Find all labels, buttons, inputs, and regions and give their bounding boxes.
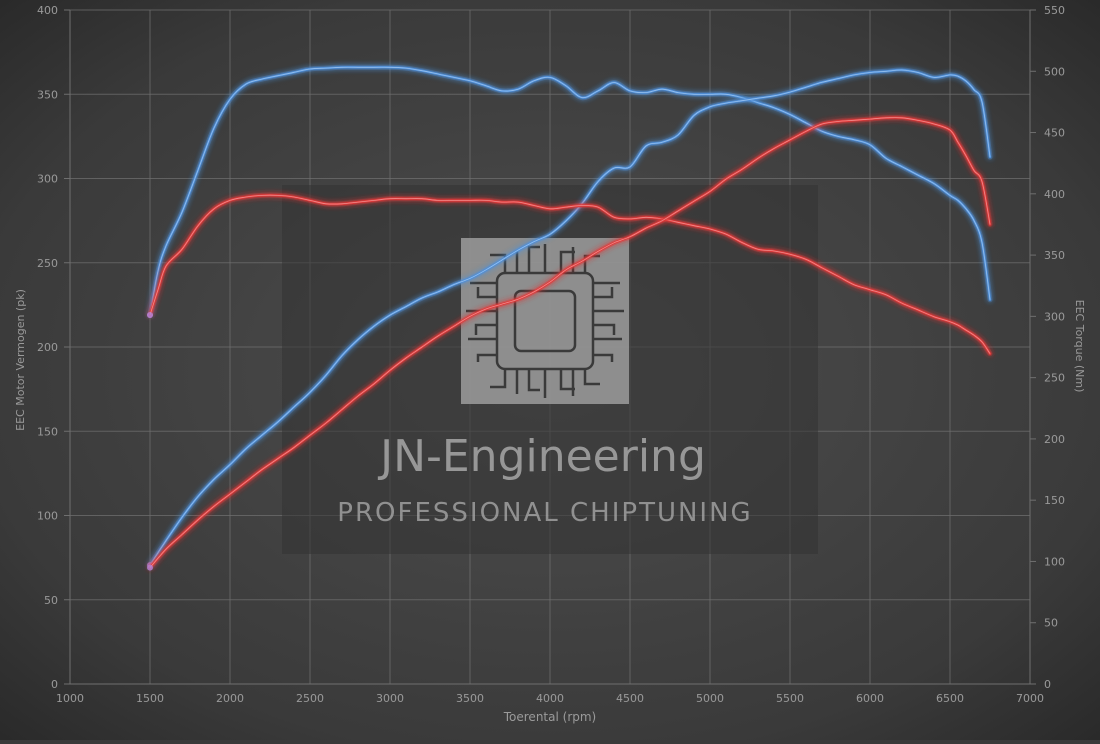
y-right-tick-label: 100 bbox=[1044, 555, 1065, 568]
y-left-tick-label: 200 bbox=[37, 341, 58, 354]
x-tick-label: 6000 bbox=[856, 692, 884, 705]
watermark-subtitle: PROFESSIONAL CHIPTUNING bbox=[337, 498, 752, 528]
y-left-tick-label: 350 bbox=[37, 88, 58, 101]
series-group bbox=[147, 64, 993, 571]
y-right-tick-label: 450 bbox=[1044, 127, 1065, 140]
x-tick-label: 7000 bbox=[1016, 692, 1044, 705]
y-axis-right-label: EEC Torque (Nm) bbox=[1073, 300, 1086, 393]
y-left-tick-label: 300 bbox=[37, 173, 58, 186]
y-right-tick-label: 200 bbox=[1044, 433, 1065, 446]
y-left-tick-label: 400 bbox=[37, 4, 58, 17]
x-tick-label: 1000 bbox=[56, 692, 84, 705]
y-axis-left-label: EEC Motor Vermogen (pk) bbox=[14, 289, 27, 431]
x-tick-label: 2000 bbox=[216, 692, 244, 705]
y-right-tick-label: 500 bbox=[1044, 65, 1065, 78]
y-left-tick-label: 250 bbox=[37, 257, 58, 270]
x-tick-label: 6500 bbox=[936, 692, 964, 705]
x-tick-label: 5500 bbox=[776, 692, 804, 705]
y-left-tick-label: 150 bbox=[37, 425, 58, 438]
y-right-tick-label: 150 bbox=[1044, 494, 1065, 507]
series-line-highlight-2 bbox=[149, 69, 991, 566]
y-left-tick-label: 100 bbox=[37, 510, 58, 523]
y-right-tick-label: 350 bbox=[1044, 249, 1065, 262]
x-tick-label: 2500 bbox=[296, 692, 324, 705]
x-tick-label: 1500 bbox=[136, 692, 164, 705]
tick-labels: 1000 1500 2000 2500 3000 3500 4000 4500 5000 5500… bbox=[37, 4, 1065, 705]
y-right-tick-label: 50 bbox=[1044, 617, 1058, 630]
x-tick-label: 4000 bbox=[536, 692, 564, 705]
y-right-tick-label: 0 bbox=[1044, 678, 1051, 691]
y-left-tick-label: 50 bbox=[44, 594, 58, 607]
series-start-point-3 bbox=[147, 311, 153, 318]
x-tick-label: 4500 bbox=[616, 692, 644, 705]
series-start-point-4 bbox=[147, 564, 153, 571]
watermark: JN-Engineering PROFESSIONAL CHIPTUNING bbox=[282, 185, 818, 554]
y-right-tick-label: 250 bbox=[1044, 372, 1065, 385]
x-tick-label: 3000 bbox=[376, 692, 404, 705]
series-line-highlight-3 bbox=[149, 194, 991, 354]
x-tick-label: 3500 bbox=[456, 692, 484, 705]
series-line-highlight-1 bbox=[149, 66, 991, 316]
y-right-tick-label: 400 bbox=[1044, 188, 1065, 201]
watermark-title: JN-Engineering bbox=[377, 431, 706, 482]
x-tick-label: 5000 bbox=[696, 692, 724, 705]
y-left-tick-label: 0 bbox=[51, 678, 58, 691]
circuit-chip-logo bbox=[461, 238, 629, 404]
x-axis-label: Toerental (rpm) bbox=[503, 710, 596, 724]
y-right-tick-label: 300 bbox=[1044, 310, 1065, 323]
series-line-highlight-4 bbox=[149, 117, 991, 568]
y-right-tick-label: 550 bbox=[1044, 4, 1065, 17]
